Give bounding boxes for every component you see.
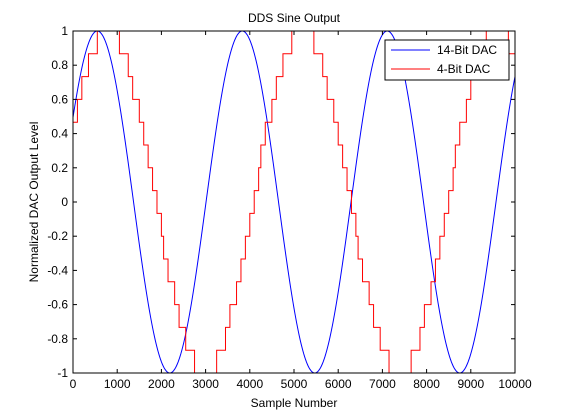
y-tick-label: 0.4 <box>51 127 68 141</box>
y-tick-label: -0.6 <box>47 298 68 312</box>
y-tick-label: -1 <box>57 366 68 380</box>
y-tick-label: -0.4 <box>47 263 68 277</box>
x-tick-label: 5000 <box>281 377 308 391</box>
y-tick-label: 0.6 <box>51 92 68 106</box>
legend-label-14-bit: 14-Bit DAC <box>437 43 497 57</box>
x-tick-label: 3000 <box>192 377 219 391</box>
y-tick-label: -0.8 <box>47 332 68 346</box>
y-tick-label: 0.8 <box>51 58 68 72</box>
legend-box <box>384 39 510 81</box>
x-tick-label: 1000 <box>104 377 131 391</box>
x-tick-label: 0 <box>70 377 77 391</box>
y-axis-label: Normalized DAC Output Level <box>27 122 41 283</box>
plot-area-frame <box>72 30 516 374</box>
series-line-14-bit-dac <box>72 30 516 374</box>
y-tick-label: 1 <box>61 24 68 38</box>
series-layer <box>72 30 516 374</box>
x-tick-label: 9000 <box>457 377 484 391</box>
y-tick-label: -0.2 <box>47 229 68 243</box>
series-line-4-bit-dac <box>73 30 515 374</box>
legend: 14-Bit DAC 4-Bit DAC <box>384 39 510 81</box>
x-axis-label: Sample Number <box>251 396 338 410</box>
x-tick-label: 6000 <box>325 377 352 391</box>
x-tick-label: 2000 <box>148 377 175 391</box>
chart-title: DDS Sine Output <box>248 11 341 25</box>
x-tick-label: 7000 <box>369 377 396 391</box>
ticks-layer: 0 1000 2000 3000 4000 5000 6000 7000 8000 9000 100… <box>47 24 532 391</box>
x-tick-label: 4000 <box>236 377 263 391</box>
legend-label-4-bit: 4-Bit DAC <box>437 62 491 76</box>
x-tick-label: 8000 <box>413 377 440 391</box>
y-tick-label: 0.2 <box>51 161 68 175</box>
x-tick-label: 10000 <box>498 377 532 391</box>
y-tick-label: 0 <box>61 195 68 209</box>
